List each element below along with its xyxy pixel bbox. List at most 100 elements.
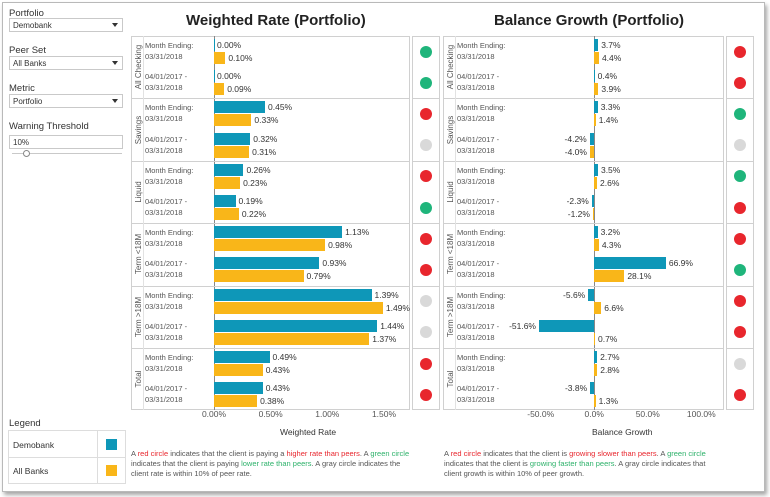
bar-all-banks [214,176,241,189]
status-red-circle [420,357,432,370]
bar-all-banks [214,332,370,345]
bar-demobank [590,382,595,395]
status-red-circle [420,264,432,276]
legend-label-demobank: Demobank [13,440,55,450]
balance-growth-axis-title: Balance Growth [592,427,653,437]
portfolio-value: Demobank [13,21,52,30]
data-label: 1.44% [380,320,405,331]
status-gray-circle [420,295,432,308]
bar-all-banks [214,395,258,408]
data-label: -4.2% [564,133,587,144]
weighted-rate-note: A red circle indicates that the client i… [131,449,410,478]
status-divider [412,285,440,287]
status-divider [412,348,440,349]
bar-all-banks [214,145,250,158]
data-label: 0.43% [265,383,290,394]
category-label: Term <18M [446,234,455,275]
period-label: Month Ending: 03/31/2018 [457,103,506,124]
legend-title: Legend [9,418,41,429]
data-label: 0.31% [252,146,277,157]
bar-demobank [214,257,320,270]
bar-all-banks [592,208,595,220]
period-label: Month Ending: 03/31/2018 [457,290,506,311]
period-label: 04/01/2017 -03/31/2018 [145,197,188,217]
period-label: Month Ending: 03/31/2018 [145,103,194,124]
metric-label: Metric [9,83,35,94]
status-red-circle [420,170,432,183]
bar-all-banks [594,239,599,252]
data-label: 0.43% [265,365,290,375]
bar-demobank [538,319,595,332]
data-label: 0.22% [241,209,267,219]
bar-all-banks [214,208,239,220]
warning-threshold-input[interactable]: 10% [9,135,123,149]
data-label: -2.3% [566,196,589,206]
chevron-down-icon [112,61,118,65]
axis-tick-label: 0.00% [201,409,227,419]
data-label: 0.26% [246,164,271,175]
period-label: 04/01/2017 -03/31/2018 [457,134,500,155]
status-gray-circle [420,326,432,339]
bar-demobank [594,70,595,83]
status-red-circle [734,388,746,401]
data-label: 0.00% [217,71,242,82]
status-green-circle [734,170,746,183]
bar-demobank [214,382,263,395]
threshold-slider-track[interactable] [12,153,122,154]
bar-all-banks [594,270,625,283]
data-label: 0.09% [227,84,252,95]
warning-threshold-value: 10% [13,138,30,147]
status-divider [412,98,440,100]
period-label: 04/01/2017 -03/31/2018 [145,134,188,155]
legend-swatch-all-banks [106,465,117,476]
period-label: 04/01/2017 -03/31/2018 [457,72,500,93]
peer-set-dropdown[interactable]: All Banks [9,56,123,70]
bar-all-banks [594,83,599,96]
data-label: 0.10% [228,53,253,63]
status-red-circle [734,326,746,339]
category-divider [131,223,410,225]
period-label: Month Ending: 03/31/2018 [145,228,194,249]
data-label: 0.33% [254,115,279,126]
status-red-circle [734,295,746,308]
portfolio-dropdown[interactable]: Demobank [9,18,123,32]
period-label: 04/01/2017 -03/31/2018 [145,72,188,93]
bar-demobank [588,288,595,301]
status-red-circle [420,108,432,120]
axis-tick-label: 100.0% [686,409,716,419]
period-label: Month Ending: 03/31/2018 [457,41,506,61]
status-green-circle [420,45,432,58]
legend-box: Demobank All Banks [8,430,126,484]
category-label: Total [134,370,143,388]
bar-demobank [589,132,595,145]
data-label: 0.4% [597,71,618,82]
category-label: Total [446,370,455,388]
period-label: 04/01/2017 -03/31/2018 [457,384,500,405]
status-green-circle [420,76,432,89]
metric-dropdown[interactable]: Portfolio [9,94,123,108]
data-label: 3.2% [600,227,621,238]
category-divider [443,348,724,349]
status-gray-circle [734,139,746,152]
data-label: -1.2% [567,209,590,219]
category-label: Liquid [134,181,143,203]
bar-demobank [214,319,378,332]
category-label: All Checking [134,44,143,90]
bar-demobank [594,351,598,363]
category-divider [443,98,724,100]
bar-demobank [214,70,215,83]
bar-demobank [594,39,599,51]
threshold-slider-handle[interactable] [23,150,31,157]
data-label: 2.6% [600,177,620,188]
category-column-divider [143,36,144,411]
axis-tick-label: -50.0% [527,409,555,419]
category-divider [131,98,410,100]
legend-label-all-banks: All Banks [13,466,49,476]
data-label: 1.49% [385,302,410,313]
period-label: Month Ending: 03/31/2018 [457,228,506,249]
data-label: 0.49% [272,352,297,362]
balance-growth-title: Balance Growth (Portfolio) [494,12,685,29]
category-label: All Checking [446,44,455,90]
bar-demobank [214,288,372,301]
bar-demobank [594,257,666,270]
